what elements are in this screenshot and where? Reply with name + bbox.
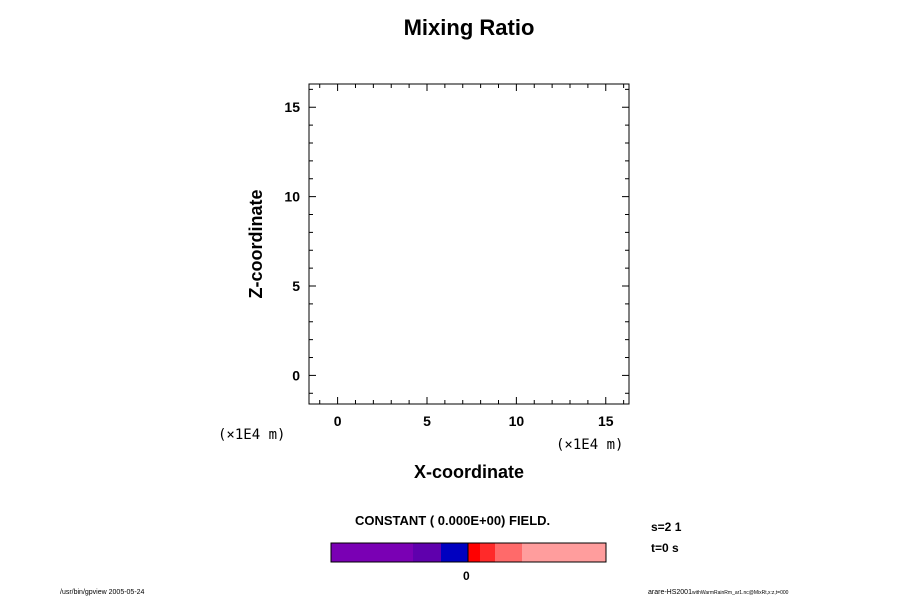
y-tick-label: 10 — [284, 189, 300, 205]
x-tick-label: 10 — [509, 413, 525, 429]
y-tick-label: 15 — [284, 99, 300, 115]
colorbar-segment — [331, 543, 414, 562]
colorbar-segment — [441, 543, 469, 562]
colorbar-tick-label: 0 — [463, 569, 470, 583]
colorbar-segment — [480, 543, 496, 562]
info-s-label: s=2 1 — [651, 520, 682, 534]
y-axis-unit: (×1E4 m) — [218, 427, 285, 443]
x-axis-unit: (×1E4 m) — [556, 437, 623, 453]
plot-frame — [308, 83, 630, 405]
colorbar-segment — [495, 543, 523, 562]
footer-right-main: arare-HS2001 — [648, 589, 692, 596]
y-tick-label: 0 — [292, 367, 300, 383]
colorbar-segment — [522, 543, 607, 562]
y-axis-title: Z-coordinate — [246, 189, 266, 298]
chart-title: Mixing Ratio — [403, 15, 535, 40]
footer-right: arare-HS2001withWarmRainRm_ar1.nc@MixRt,… — [648, 589, 788, 596]
footer-left: /usr/bin/gpview 2005-05-24 — [60, 589, 145, 596]
x-axis-title: X-coordinate — [414, 462, 524, 482]
footer-right-sub: withWarmRainRm_ar1.nc@MixRt,x:z,t=000 — [691, 590, 789, 596]
field-note: CONSTANT ( 0.000E+00) FIELD. — [355, 513, 551, 528]
colorbar-segment — [468, 543, 481, 562]
colorbar-segment — [413, 543, 442, 562]
x-tick-label: 15 — [598, 413, 614, 429]
x-tick-label: 5 — [423, 413, 431, 429]
x-tick-label: 0 — [334, 413, 342, 429]
info-t-label: t=0 s — [651, 541, 679, 555]
y-tick-label: 5 — [292, 278, 300, 294]
